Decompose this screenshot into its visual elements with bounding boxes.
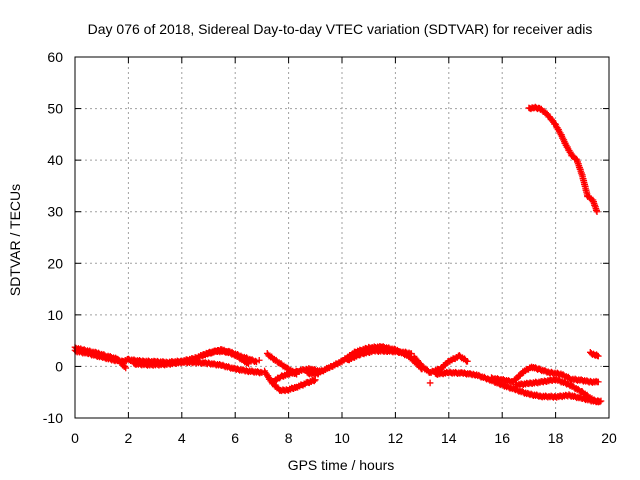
satellite-track-g-point xyxy=(293,370,300,378)
chart-title: Day 076 of 2018, Sidereal Day-to-day VTE… xyxy=(88,21,593,37)
x-tick-label: 8 xyxy=(285,430,293,446)
satellite-track-b-point xyxy=(122,364,130,372)
isolated-points-point xyxy=(426,379,434,387)
satellite-track-e-point xyxy=(310,377,318,385)
satellite-track-high-point xyxy=(572,155,580,163)
x-tick-label: 6 xyxy=(231,430,239,446)
data-points xyxy=(71,103,605,406)
grid-lines xyxy=(75,57,609,418)
satellite-track-g-point xyxy=(292,369,299,377)
x-tick-label: 18 xyxy=(548,430,564,446)
satellite-track-m-point xyxy=(595,398,602,406)
x-tick-label: 14 xyxy=(441,430,457,446)
satellite-track-high-point xyxy=(593,208,601,216)
x-axis-label: GPS time / hours xyxy=(288,457,395,473)
x-tick-label: 4 xyxy=(178,430,186,446)
y-tick-label: 0 xyxy=(55,358,63,374)
x-tick-label: 20 xyxy=(601,430,617,446)
x-tick-label: 0 xyxy=(71,430,79,446)
y-tick-label: 40 xyxy=(47,152,63,168)
isolated-points-point xyxy=(314,370,322,378)
y-tick-label: -10 xyxy=(43,410,63,426)
satellite-track-l-point xyxy=(595,378,602,386)
x-tick-labels: 0 2 4 6 8 10 12 14 16 18 20 xyxy=(71,430,617,446)
x-tick-label: 10 xyxy=(334,430,350,446)
y-tick-label: 20 xyxy=(47,255,63,271)
y-axis-label: SDTVAR / TECUs xyxy=(7,184,23,296)
y-tick-labels: -10 0 10 20 30 40 50 60 xyxy=(43,49,63,426)
isolated-points-point xyxy=(255,356,263,364)
x-tick-label: 16 xyxy=(494,430,510,446)
satellite-track-m-point xyxy=(593,397,601,405)
x-tick-label: 12 xyxy=(388,430,404,446)
satellite-track-n-point xyxy=(595,352,602,360)
satellite-track-j-point xyxy=(464,357,471,365)
y-tick-label: 60 xyxy=(47,49,63,65)
axis-ticks xyxy=(74,56,610,419)
y-tick-label: 10 xyxy=(47,307,63,323)
y-tick-label: 50 xyxy=(47,101,63,117)
satellite-track-d-point xyxy=(252,357,259,365)
x-tick-label: 2 xyxy=(125,430,133,446)
y-tick-label: 30 xyxy=(47,204,63,220)
